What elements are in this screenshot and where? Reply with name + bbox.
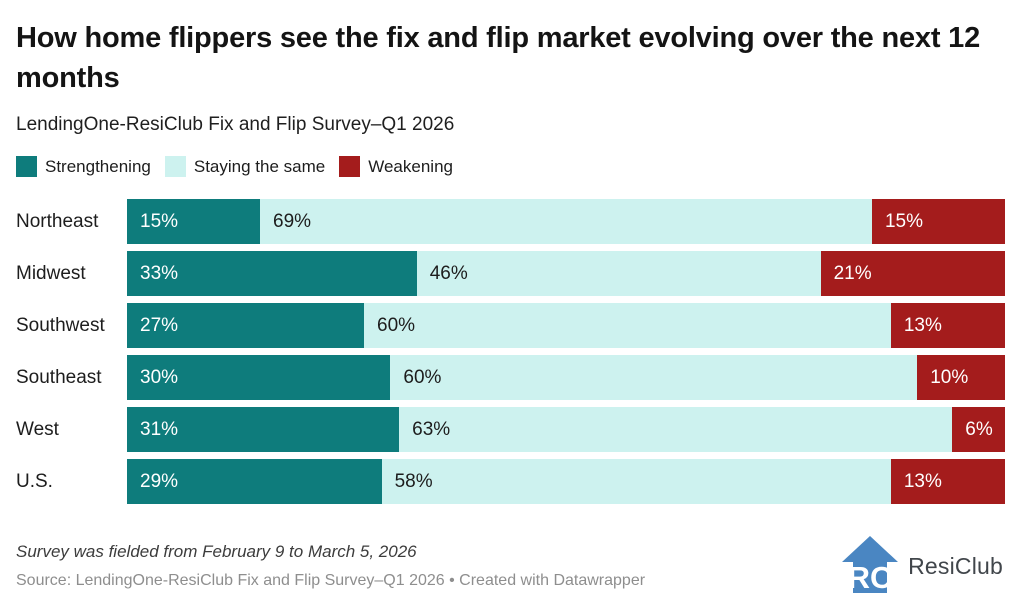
bar-segment: 10% (917, 355, 1005, 400)
chart-row: Southwest 27% 60% 13% (16, 303, 1005, 348)
category-label: Southwest (16, 314, 105, 336)
bar-segment: 13% (890, 303, 1005, 348)
bar-segment-label: 27% (140, 314, 179, 336)
footer-text-block: Survey was fielded from February 9 to Ma… (16, 542, 645, 590)
chart-row: Northeast 15% 69% 15% (16, 199, 1005, 244)
legend-swatch (164, 156, 186, 177)
bar-segment: 33% (127, 251, 417, 296)
bar-segment-label: 60% (403, 366, 442, 388)
chart-row: Midwest 33% 46% 21% (16, 251, 1005, 296)
bar-track: 15% 69% 15% (127, 199, 1005, 244)
bar-segment-label: 69% (273, 210, 312, 232)
category-label: Southeast (16, 366, 102, 388)
bar-segment-label: 6% (965, 418, 993, 440)
logo-monogram: RC (848, 560, 893, 595)
bar-segment-label: 21% (833, 262, 872, 284)
bar-segment: 60% (364, 303, 891, 348)
bar-segment: 15% (127, 199, 261, 244)
legend: Strengthening Staying the same Weakening (16, 156, 1005, 177)
survey-footnote: Survey was fielded from February 9 to Ma… (16, 542, 417, 561)
category-label: Northeast (16, 210, 99, 232)
bar-segment: 6% (952, 407, 1005, 452)
bar-segment-label: 46% (429, 262, 468, 284)
bar-segment-label: 13% (903, 470, 942, 492)
chart-title: How home flippers see the fix and flip m… (16, 22, 981, 94)
bar-segment-label: 15% (884, 210, 923, 232)
legend-item: Staying the same (164, 156, 326, 177)
legend-item: Strengthening (16, 156, 151, 177)
bar-segment: 46% (416, 251, 821, 296)
bar-segment: 13% (890, 459, 1005, 504)
chart-row: West 31% 63% 6% (16, 407, 1005, 452)
category-label: Midwest (16, 262, 86, 284)
category-label: U.S. (16, 470, 53, 492)
bar-segment: 60% (390, 355, 918, 400)
stacked-bar-chart: Northeast 15% 69% 15% Midwest 33% 46% 21% Southw… (16, 199, 1005, 504)
bar-track: 30% 60% 10% (127, 355, 1005, 400)
bar-segment-label: 60% (377, 314, 416, 336)
bar-track: 27% 60% 13% (127, 303, 1005, 348)
bar-track: 33% 46% 21% (127, 251, 1005, 296)
legend-label: Strengthening (45, 156, 151, 176)
bar-segment-label: 31% (140, 418, 179, 440)
legend-swatch (339, 156, 361, 177)
bar-segment: 63% (399, 407, 953, 452)
chart-footer: Survey was fielded from February 9 to Ma… (16, 535, 1005, 597)
bar-segment: 15% (871, 199, 1005, 244)
chart-row: Southeast 30% 60% 10% (16, 355, 1005, 400)
bar-segment: 31% (127, 407, 400, 452)
bar-segment-label: 29% (140, 470, 179, 492)
legend-label: Weakening (368, 156, 453, 176)
logo-wordmark: ResiClub (908, 552, 1003, 579)
resiclub-house-arrow-icon: RC (842, 536, 899, 595)
bar-segment-label: 15% (140, 210, 179, 232)
legend-swatch (16, 156, 37, 177)
resiclub-logo: RC ResiClub (841, 535, 1005, 597)
bar-segment-label: 33% (140, 262, 179, 284)
bar-segment: 30% (127, 355, 391, 400)
bar-segment-label: 63% (412, 418, 451, 440)
bar-track: 31% 63% 6% (127, 407, 1005, 452)
bar-segment: 69% (260, 199, 872, 244)
bar-segment: 58% (381, 459, 891, 504)
source-line: Source: LendingOne-ResiClub Fix and Flip… (16, 572, 646, 589)
bar-segment: 21% (820, 251, 1005, 296)
bar-segment: 29% (127, 459, 382, 504)
bar-track: 29% 58% 13% (127, 459, 1005, 504)
category-label: West (16, 418, 59, 440)
chart-subtitle: LendingOne-ResiClub Fix and Flip Survey–… (16, 114, 455, 135)
bar-segment-label: 13% (903, 314, 942, 336)
legend-item: Weakening (339, 156, 453, 177)
bar-segment-label: 58% (394, 470, 433, 492)
bar-segment-label: 10% (930, 366, 969, 388)
bar-segment: 27% (127, 303, 365, 348)
bar-segment-label: 30% (140, 366, 179, 388)
chart-row: U.S. 29% 58% 13% (16, 459, 1005, 504)
legend-label: Staying the same (193, 156, 326, 176)
